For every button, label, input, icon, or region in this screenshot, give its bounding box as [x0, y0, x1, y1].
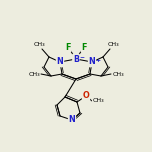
Text: −: − [79, 55, 85, 59]
Text: +: + [95, 57, 100, 62]
Text: CH₃: CH₃ [92, 98, 104, 104]
Text: CH₃: CH₃ [107, 41, 119, 47]
Text: CH₃: CH₃ [112, 71, 124, 76]
Text: N: N [69, 116, 75, 124]
Text: O: O [83, 92, 89, 100]
Text: CH₃: CH₃ [33, 41, 45, 47]
Text: B: B [73, 55, 79, 64]
Text: F: F [65, 43, 71, 52]
Text: N: N [57, 57, 63, 67]
Text: CH₃: CH₃ [28, 71, 40, 76]
Text: N: N [89, 57, 95, 67]
Text: F: F [81, 43, 87, 52]
